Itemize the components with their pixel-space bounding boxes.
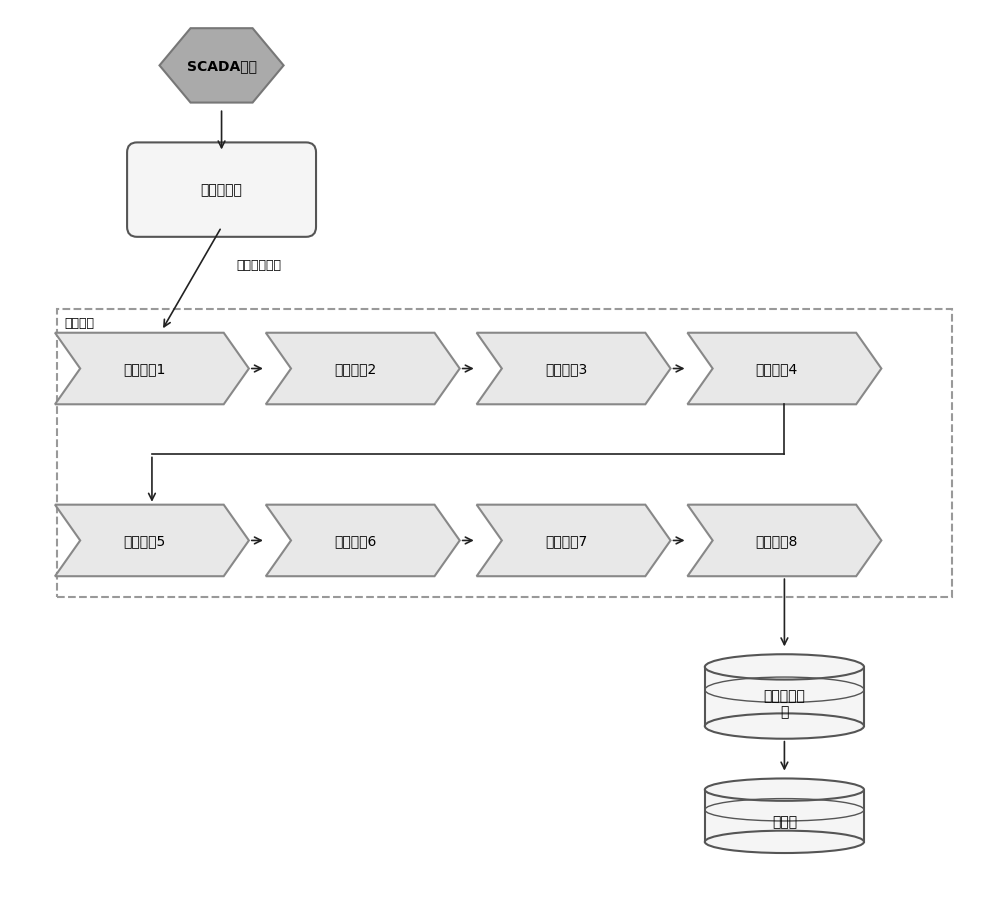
- Text: 匹配规则2: 匹配规则2: [334, 362, 376, 376]
- Text: 匹配规则6: 匹配规则6: [334, 534, 376, 548]
- FancyBboxPatch shape: [127, 144, 316, 237]
- Ellipse shape: [705, 655, 864, 680]
- Text: SCADA系统: SCADA系统: [187, 60, 257, 73]
- Text: 匹配规则: 匹配规则: [64, 316, 94, 330]
- Text: 特征值样本
库: 特征值样本 库: [763, 688, 805, 718]
- Ellipse shape: [705, 713, 864, 739]
- Text: 知识库: 知识库: [772, 815, 797, 828]
- Bar: [57, 310, 952, 598]
- Polygon shape: [687, 333, 881, 405]
- Bar: [705, 790, 864, 842]
- Polygon shape: [160, 29, 284, 104]
- Text: 匹配规则4: 匹配规则4: [756, 362, 798, 376]
- Ellipse shape: [705, 778, 864, 801]
- Bar: [705, 667, 864, 726]
- Text: 匹配规则5: 匹配规则5: [123, 534, 166, 548]
- Ellipse shape: [705, 831, 864, 853]
- Text: 监测点数据: 监测点数据: [201, 183, 242, 198]
- Text: 匹配规则3: 匹配规则3: [545, 362, 587, 376]
- Text: 匹配规则1: 匹配规则1: [123, 362, 166, 376]
- Text: 匹配规则7: 匹配规则7: [545, 534, 587, 548]
- Text: 匹配规则8: 匹配规则8: [756, 534, 798, 548]
- Polygon shape: [55, 505, 249, 577]
- Polygon shape: [477, 505, 671, 577]
- Polygon shape: [477, 333, 671, 405]
- Text: 根据算法查找: 根据算法查找: [236, 259, 281, 272]
- Polygon shape: [55, 333, 249, 405]
- Polygon shape: [266, 333, 460, 405]
- Polygon shape: [266, 505, 460, 577]
- Polygon shape: [687, 505, 881, 577]
